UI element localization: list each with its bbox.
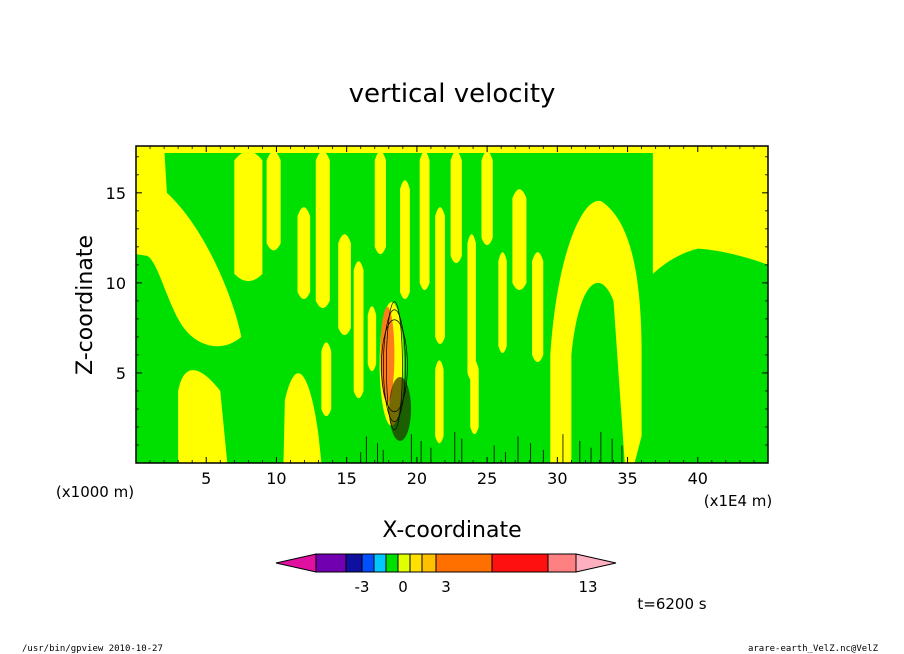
colorbar-tick-label: 3 [441, 578, 451, 596]
y-axis-ticks: 5 10 15 [106, 156, 768, 446]
plot-frame [135, 145, 769, 464]
updraft-column [450, 151, 462, 264]
colorbar-segment [361, 553, 375, 573]
updraft-column [234, 151, 263, 282]
colorbar-labels: -3 0 3 13 [355, 578, 598, 596]
velocity-field [136, 146, 768, 463]
updraft-column [419, 151, 430, 291]
y-axis-unit: (x1000 m) [56, 483, 134, 501]
colorbar-segment [385, 553, 399, 573]
updraft-column [481, 151, 493, 246]
updraft-column [367, 306, 377, 372]
updraft-region [136, 146, 242, 347]
updraft-column [435, 360, 444, 444]
chart-title: vertical velocity [349, 79, 556, 109]
x-tick-label: 40 [688, 469, 708, 488]
y-tick-label: 10 [106, 274, 126, 293]
colorbar-segment [435, 553, 493, 573]
x-tick-label: 15 [336, 469, 356, 488]
x-tick-label: 5 [201, 469, 211, 488]
updraft-column [532, 252, 544, 363]
colorbar-segment [373, 553, 387, 573]
colorbar-tick-label: 0 [398, 578, 408, 596]
updraft-column [512, 189, 527, 291]
contour-line [381, 319, 408, 413]
contour-lines [360, 301, 623, 463]
x-tick-label: 25 [477, 469, 497, 488]
footer-right: arare-earth_VelZ.nc@VelZ [748, 644, 879, 654]
colorbar-segment [491, 553, 549, 573]
x-tick-label: 10 [266, 469, 286, 488]
updraft-column [498, 252, 507, 354]
colorbar-segment [345, 553, 363, 573]
updraft-column [470, 360, 479, 435]
updraft-column [315, 151, 330, 309]
updraft-column [338, 234, 351, 336]
colorbar-segment [421, 553, 437, 573]
contour-line [386, 301, 403, 431]
plot-area: 5 10 15 20 25 30 35 40 5 10 15 [106, 145, 769, 488]
updraft-column [435, 207, 445, 345]
colorbar-tick-label: -3 [355, 578, 370, 596]
y-tick-label: 5 [116, 364, 126, 383]
y-tick-label: 15 [106, 184, 126, 203]
time-label: t=6200 s [637, 595, 706, 613]
colorbar [275, 553, 617, 573]
y-axis-label: Z-coordinate [73, 235, 98, 375]
updraft-region [652, 146, 768, 274]
downdraft-region [571, 282, 625, 463]
x-axis-label: X-coordinate [382, 518, 521, 543]
updraft-column [400, 180, 410, 300]
x-axis-unit: (x1E4 m) [704, 492, 773, 510]
colorbar-segment [315, 553, 347, 573]
colorbar-arrow-right [575, 553, 617, 573]
colorbar-segment [547, 553, 577, 573]
colorbar-segment [409, 553, 423, 573]
updraft-region [178, 370, 228, 463]
updraft-column [353, 261, 364, 399]
updraft-column [266, 151, 281, 251]
colorbar-arrow-left [275, 553, 317, 573]
updraft-column [374, 151, 386, 255]
colorbar-segment [397, 553, 411, 573]
updraft-column [297, 207, 311, 300]
contour-line [383, 309, 406, 423]
updraft-column [467, 234, 476, 381]
x-axis-ticks: 5 10 15 20 25 30 35 40 [149, 146, 755, 488]
updraft-column [321, 342, 332, 417]
x-tick-label: 30 [547, 469, 567, 488]
x-tick-label: 35 [617, 469, 637, 488]
colorbar-tick-label: 13 [578, 578, 597, 596]
x-tick-label: 20 [407, 469, 427, 488]
updraft-region [283, 373, 322, 463]
updraft-region [136, 146, 768, 153]
footer-left: /usr/bin/gpview 2010-10-27 [22, 644, 163, 654]
